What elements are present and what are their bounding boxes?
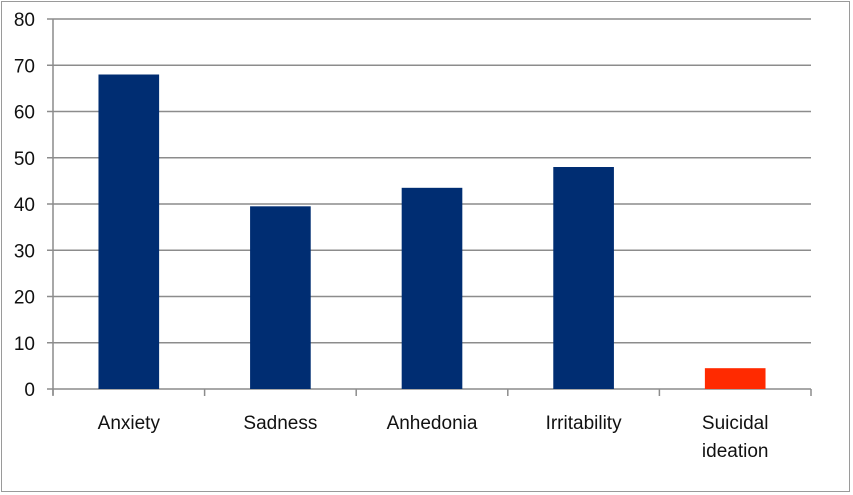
y-tick-label: 30 [14, 241, 35, 262]
x-category-label: Irritability [546, 413, 623, 434]
y-tick-label: 20 [14, 288, 35, 309]
y-tick-label: 60 [14, 103, 35, 124]
x-category-label: Sadness [243, 413, 317, 434]
bar-irritability [553, 167, 614, 389]
y-tick-label: 10 [14, 334, 35, 355]
y-tick-label: 40 [14, 195, 35, 216]
x-category-label: Suicidal ideation [702, 413, 769, 462]
x-category-label: Anhedonia [387, 413, 478, 434]
y-tick-label: 50 [14, 149, 35, 170]
x-category-label-line: Suicidal [702, 413, 769, 434]
x-category-label-line: Irritability [546, 413, 623, 434]
y-tick-label: 70 [14, 56, 35, 77]
bar-sadness [250, 206, 311, 389]
x-category-label-line: Sadness [243, 413, 317, 434]
bar-anxiety [98, 74, 160, 389]
bar-anhedonia [401, 187, 463, 389]
x-category-label-line: Anhedonia [387, 413, 478, 434]
bar-suicidal-ideation [704, 368, 766, 389]
y-tick-label: 0 [24, 380, 35, 401]
y-tick-label: 80 [14, 10, 35, 31]
x-category-label-line: ideation [702, 441, 769, 462]
x-category-label-line: Anxiety [98, 413, 161, 434]
x-category-label: Anxiety [98, 413, 161, 434]
